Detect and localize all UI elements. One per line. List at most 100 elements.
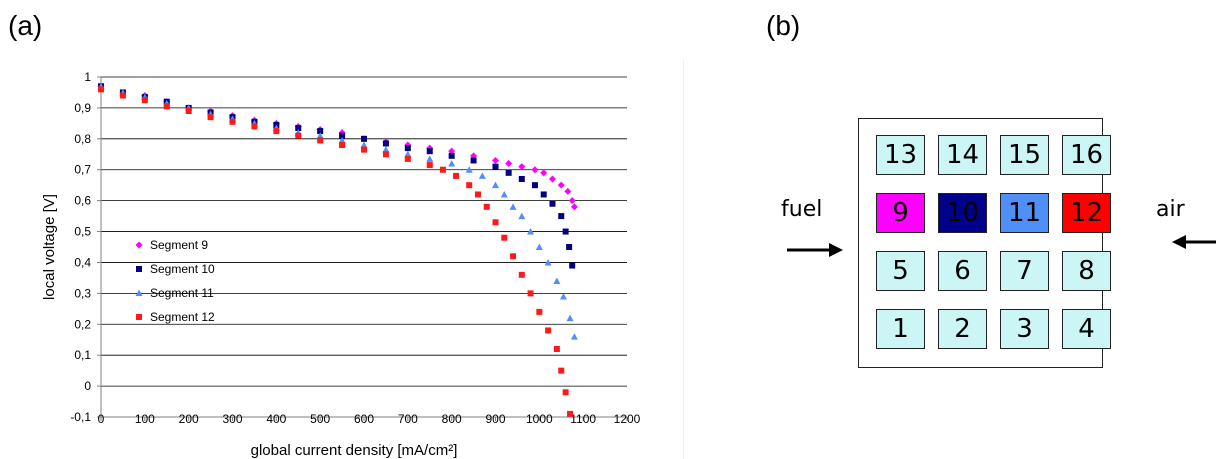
x-tick-label: 600	[354, 412, 374, 426]
segment-cell-15: 15	[1000, 135, 1049, 175]
data-point-segment-11	[316, 132, 324, 139]
data-point-segment-12	[453, 172, 460, 179]
y-axis-title: local voltage [V]	[41, 194, 58, 300]
data-point-segment-12	[119, 92, 126, 99]
data-point-segment-9	[557, 181, 565, 189]
x-tick-label: 500	[310, 412, 330, 426]
data-point-segment-9	[548, 175, 556, 183]
data-point-segment-11	[492, 181, 499, 189]
segment-grid: 13 14 15 16 9 10 11 12 5 6 7 8 1 2 3 4	[858, 118, 1111, 368]
data-point-segment-12	[361, 146, 367, 153]
voltage-chart: -0,1 0 0,1 0,2 0,3 0,4 0,5 0,6 0,7 0,8 0,9 1 0 100 200…	[41, 70, 641, 459]
data-point-segment-12	[553, 346, 560, 352]
y-tick-label: 0,1	[74, 348, 91, 362]
data-point-segment-10	[549, 200, 556, 207]
x-tick-label: 800	[442, 412, 462, 426]
data-point-segment-12	[207, 114, 214, 121]
segment-cell-8: 8	[1062, 251, 1111, 291]
data-point-segment-12	[163, 103, 170, 110]
data-point-segment-12	[339, 142, 346, 148]
data-point-segment-11	[509, 203, 517, 210]
data-point-segment-11	[559, 292, 567, 300]
data-point-segment-9	[564, 187, 572, 195]
data-point-segment-12	[501, 234, 508, 241]
segment-cell-2: 2	[938, 309, 987, 349]
data-point-segment-11	[544, 258, 552, 266]
segment-cell-10: 10	[938, 193, 987, 233]
data-point-segment-11	[426, 155, 434, 162]
legend-entry: Segment 11	[150, 286, 214, 300]
x-tick-label: 1000	[526, 412, 553, 426]
data-point-segment-9	[531, 166, 539, 174]
data-point-segment-9	[570, 203, 578, 211]
data-point-segment-10	[295, 125, 302, 131]
data-point-segment-10	[566, 244, 573, 250]
data-point-segment-12	[141, 97, 148, 104]
data-point-segment-12	[98, 86, 104, 93]
data-point-segment-10	[562, 228, 569, 235]
data-point-segment-12	[474, 191, 481, 198]
x-tick-label: 1200	[614, 412, 641, 426]
data-point-segment-12	[185, 108, 192, 114]
x-tick-label: 300	[222, 412, 242, 426]
data-point-segment-12	[492, 219, 499, 226]
y-tick-label: 0	[84, 379, 91, 393]
segment-cell-9: 9	[876, 193, 925, 233]
data-point-segment-10	[531, 182, 538, 189]
data-point-segment-12	[545, 327, 552, 334]
data-point-segment-12	[562, 389, 569, 396]
y-tick-label: 0,7	[74, 163, 91, 177]
data-point-segment-9	[568, 197, 576, 205]
data-point-segment-10	[505, 169, 512, 176]
data-point-segment-12	[317, 137, 324, 144]
data-point-segment-12	[536, 308, 543, 315]
legend-marker	[136, 314, 142, 320]
segment-cell-12: 12	[1062, 193, 1111, 233]
data-point-segment-11	[465, 166, 473, 173]
x-axis-title: global current density [mA/cm²]	[251, 442, 458, 459]
data-point-segment-10	[382, 140, 389, 147]
data-point-segment-11	[518, 212, 526, 220]
data-point-segment-11	[527, 228, 535, 235]
x-tick-label: 100	[135, 412, 155, 426]
data-point-segment-12	[518, 271, 525, 278]
data-point-segment-10	[540, 191, 547, 198]
data-point-segment-12	[426, 162, 433, 169]
data-point-segment-9	[540, 169, 548, 177]
legend-marker	[136, 266, 142, 272]
segment-cell-4: 4	[1062, 309, 1111, 349]
data-point-segment-10	[448, 152, 455, 159]
data-point-segment-11	[553, 277, 561, 284]
segment-cell-13: 13	[876, 135, 925, 175]
data-point-segment-12	[295, 132, 302, 139]
legend-marker	[135, 289, 143, 296]
data-point-segment-9	[505, 160, 513, 168]
data-point-segment-12	[404, 155, 411, 162]
x-tick-label: 1100	[570, 412, 596, 426]
fuel-arrow-icon	[787, 243, 843, 257]
air-arrow-icon	[1172, 235, 1216, 249]
data-point-segment-11	[566, 314, 574, 322]
data-point-segment-12	[229, 118, 236, 125]
segment-cell-16: 16	[1062, 135, 1111, 175]
y-tick-label: 0,6	[74, 194, 91, 208]
legend-entry: Segment 10	[150, 262, 215, 276]
data-point-segment-11	[382, 146, 390, 153]
segment-cell-3: 3	[1000, 309, 1049, 349]
segment-cell-5: 5	[876, 251, 925, 291]
data-point-segment-10	[569, 262, 576, 269]
data-point-segment-11	[404, 150, 412, 158]
data-point-segment-11	[360, 141, 368, 148]
data-point-segment-10	[339, 132, 346, 139]
air-label: air	[1156, 197, 1185, 222]
data-point-segment-10	[404, 145, 411, 152]
data-point-segment-11	[448, 160, 456, 167]
data-point-segment-12	[567, 410, 574, 417]
data-point-segment-12	[382, 151, 389, 158]
x-tick-label: 0	[98, 412, 105, 426]
y-tick-label: -0,1	[70, 410, 91, 424]
segment-cell-11: 11	[1000, 193, 1049, 233]
data-point-segment-10	[426, 148, 433, 155]
segment-cell-7: 7	[1000, 251, 1049, 291]
data-point-segment-10	[492, 163, 499, 170]
